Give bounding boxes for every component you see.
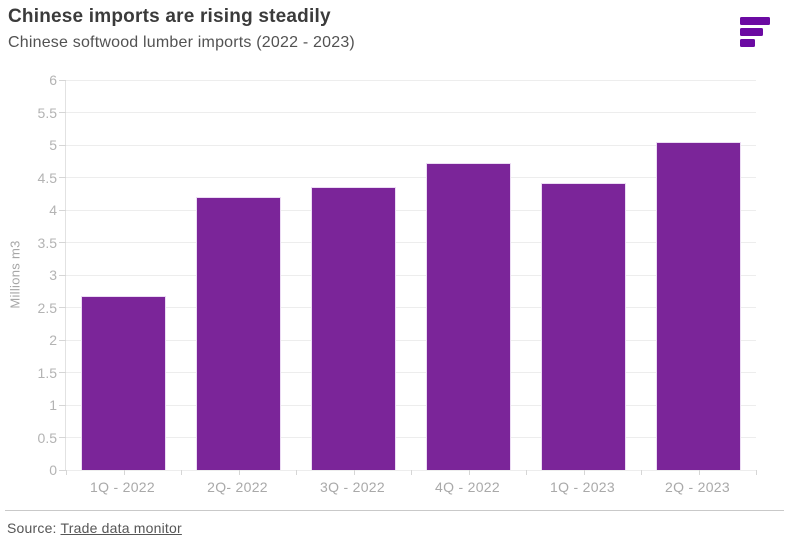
- logo-bar-middle: [740, 28, 763, 36]
- plot-area: [59, 79, 757, 475]
- y-tick-mark: [59, 112, 66, 113]
- bar-2q-2023[interactable]: [656, 141, 741, 470]
- gridline: [66, 79, 756, 81]
- x-tick-mark: [698, 470, 700, 475]
- gridline: [66, 177, 756, 178]
- x-tick-label: 3Q - 2022: [320, 479, 385, 495]
- y-tick-label: 6: [49, 72, 57, 88]
- chart-title: Chinese imports are rising steadily: [8, 6, 331, 27]
- gridline: [66, 372, 756, 373]
- x-tick-mark: [468, 470, 470, 475]
- x-tick-label: 4Q - 2022: [435, 479, 500, 495]
- x-tick-mark: [238, 470, 240, 475]
- gridline: [66, 209, 756, 211]
- y-tick-label: 1: [49, 397, 57, 413]
- bar-1q-2023[interactable]: [541, 182, 626, 470]
- logo-bar-bottom: [740, 39, 755, 47]
- x-tick-mark: [526, 470, 527, 475]
- bar-4q-2022[interactable]: [426, 163, 511, 470]
- x-tick-mark: [66, 470, 67, 475]
- x-tick-mark: [123, 470, 125, 475]
- chart-subtitle: Chinese softwood lumber imports (2022 - …: [8, 34, 355, 51]
- y-tick-label: 3.5: [37, 234, 57, 251]
- y-tick-mark: [59, 469, 66, 471]
- y-tick-mark: [59, 274, 66, 276]
- y-tick-label: 5: [49, 137, 57, 153]
- y-tick-mark: [59, 79, 66, 81]
- gridline: [66, 144, 756, 146]
- y-tick-mark: [59, 209, 66, 211]
- x-tick-mark: [583, 470, 585, 475]
- x-tick-mark: [353, 470, 355, 475]
- y-tick-label: 3: [49, 267, 57, 283]
- source-label: Source: Trade data monitor: [7, 520, 182, 536]
- y-tick-mark: [59, 307, 66, 308]
- fastmarkets-logo: [740, 17, 770, 50]
- bar-3q-2022[interactable]: [311, 187, 396, 470]
- gridline: [66, 242, 756, 243]
- gridline: [66, 437, 756, 438]
- source-prefix: Source:: [7, 520, 61, 536]
- gridline: [66, 307, 756, 308]
- x-tick-label: 2Q - 2023: [665, 479, 730, 495]
- x-tick-mark: [641, 470, 642, 475]
- bar-2q-2022[interactable]: [196, 197, 281, 470]
- x-tick-mark: [181, 470, 182, 475]
- y-tick-label: 1.5: [37, 364, 57, 381]
- y-tick-label: 0.5: [37, 429, 57, 446]
- x-tick-mark: [756, 470, 757, 475]
- x-tick-label: 1Q - 2022: [90, 479, 155, 495]
- y-tick-label: 2: [49, 332, 57, 348]
- y-tick-mark: [59, 144, 66, 146]
- bar-1q-2022[interactable]: [81, 296, 166, 470]
- y-tick-mark: [59, 372, 66, 373]
- y-tick-mark: [59, 177, 66, 178]
- x-tick-mark: [411, 470, 412, 475]
- source-link[interactable]: Trade data monitor: [60, 520, 182, 536]
- x-tick-mark: [296, 470, 297, 475]
- x-tick-label: 2Q- 2022: [207, 479, 268, 495]
- y-tick-mark: [59, 242, 66, 243]
- y-tick-label: 0: [49, 462, 57, 478]
- gridline: [66, 404, 756, 406]
- y-tick-label: 5.5: [37, 104, 57, 121]
- y-tick-mark: [59, 404, 66, 406]
- y-tick-label: 4: [49, 202, 57, 218]
- y-tick-label: 4.5: [37, 169, 57, 186]
- gridline: [66, 339, 756, 341]
- footer-divider: [5, 510, 784, 511]
- gridline: [66, 274, 756, 276]
- y-tick-mark: [59, 339, 66, 341]
- y-tick-mark: [59, 437, 66, 438]
- gridline: [66, 112, 756, 113]
- y-tick-label: 2.5: [37, 299, 57, 316]
- logo-bar-top: [740, 17, 770, 25]
- x-tick-label: 1Q - 2023: [550, 479, 615, 495]
